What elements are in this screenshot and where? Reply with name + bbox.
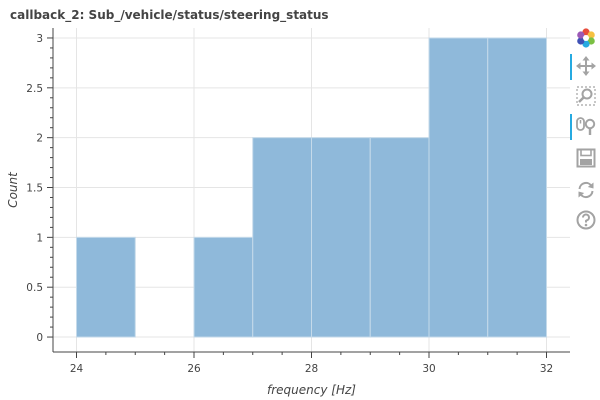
y-tick-label: 0.5	[26, 282, 43, 294]
axes: 24 26 28 30 32 0 0.5 1 1.5 2 2.5 3	[26, 28, 570, 375]
reset-icon	[578, 181, 594, 199]
y-tick-label: 3	[36, 33, 43, 45]
reset-tool-button[interactable]	[568, 178, 600, 204]
y-axis-label: Count	[6, 171, 20, 208]
x-tick-label: 28	[305, 363, 318, 375]
histogram-bar	[252, 137, 312, 338]
box-zoom-icon	[576, 86, 596, 106]
pan-icon	[576, 56, 596, 76]
histogram-bar	[311, 137, 371, 338]
histogram-bar	[193, 236, 254, 338]
y-tick-label: 2.5	[26, 83, 43, 95]
y-tick-label: 1.5	[26, 183, 43, 195]
save-icon	[576, 148, 596, 168]
chart-title: callback_2: Sub_/vehicle/status/steering…	[10, 8, 329, 22]
chart-toolbar	[568, 22, 600, 252]
x-tick-label: 32	[540, 363, 553, 375]
histogram-bars	[76, 37, 547, 338]
histogram-bar	[76, 236, 136, 338]
wheel-zoom-icon	[576, 117, 596, 135]
histogram-bar	[428, 37, 489, 338]
help-icon	[576, 210, 596, 230]
save-tool-button[interactable]	[568, 146, 600, 172]
x-tick-label: 24	[70, 363, 84, 375]
histogram-bar	[487, 37, 547, 338]
histogram-bar	[369, 137, 430, 338]
bokeh-logo[interactable]	[568, 26, 600, 52]
box-zoom-tool-button[interactable]	[568, 84, 600, 110]
bokeh-logo-icon	[577, 28, 595, 48]
y-tick-label: 0	[36, 332, 43, 344]
pan-tool-button[interactable]	[568, 54, 600, 80]
help-tool-button[interactable]	[568, 208, 600, 234]
y-tick-label: 2	[36, 133, 43, 145]
y-tick-label: 1	[36, 232, 43, 244]
wheel-zoom-tool-button[interactable]	[568, 114, 600, 140]
x-axis-label: frequency [Hz]	[267, 383, 356, 397]
x-tick-label: 30	[422, 363, 435, 375]
x-tick-label: 26	[187, 363, 201, 375]
